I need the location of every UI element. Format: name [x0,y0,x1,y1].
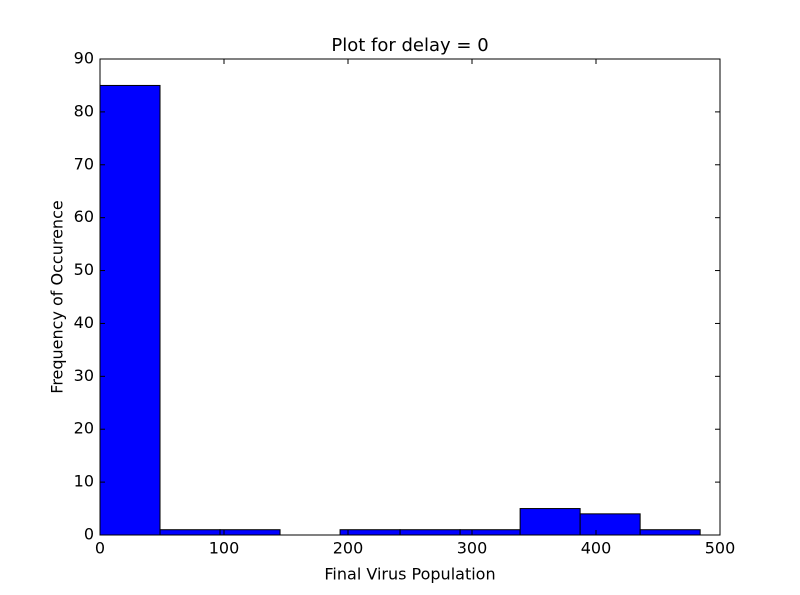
x-tick-label: 200 [333,539,364,558]
bar [579,513,641,536]
y-tick-label: 90 [74,49,94,68]
bar [459,529,521,536]
y-tick-label: 50 [74,260,94,279]
x-tick-label: 400 [581,539,612,558]
x-tick-label: 0 [95,539,105,558]
x-tick-label: 500 [705,539,736,558]
y-tick-label: 80 [74,101,94,120]
bar [99,84,161,536]
y-tick-label: 40 [74,313,94,332]
y-tick-label: 30 [74,366,94,385]
bar [339,529,401,536]
bar [519,508,581,536]
bar [399,529,461,536]
y-tick-label: 0 [84,525,94,544]
bar [639,529,701,536]
y-tick-label: 20 [74,419,94,438]
chart-title: Plot for delay = 0 [331,35,488,56]
x-tick-label: 300 [457,539,488,558]
y-tick-label: 10 [74,472,94,491]
bar [159,529,221,536]
x-axis-label: Final Virus Population [324,565,495,584]
bar [219,529,281,536]
plot-frame [99,58,721,536]
y-tick-label: 60 [74,207,94,226]
x-tick-label: 100 [209,539,240,558]
y-tick-label: 70 [74,154,94,173]
y-axis-label: Frequency of Occurence [48,200,67,393]
